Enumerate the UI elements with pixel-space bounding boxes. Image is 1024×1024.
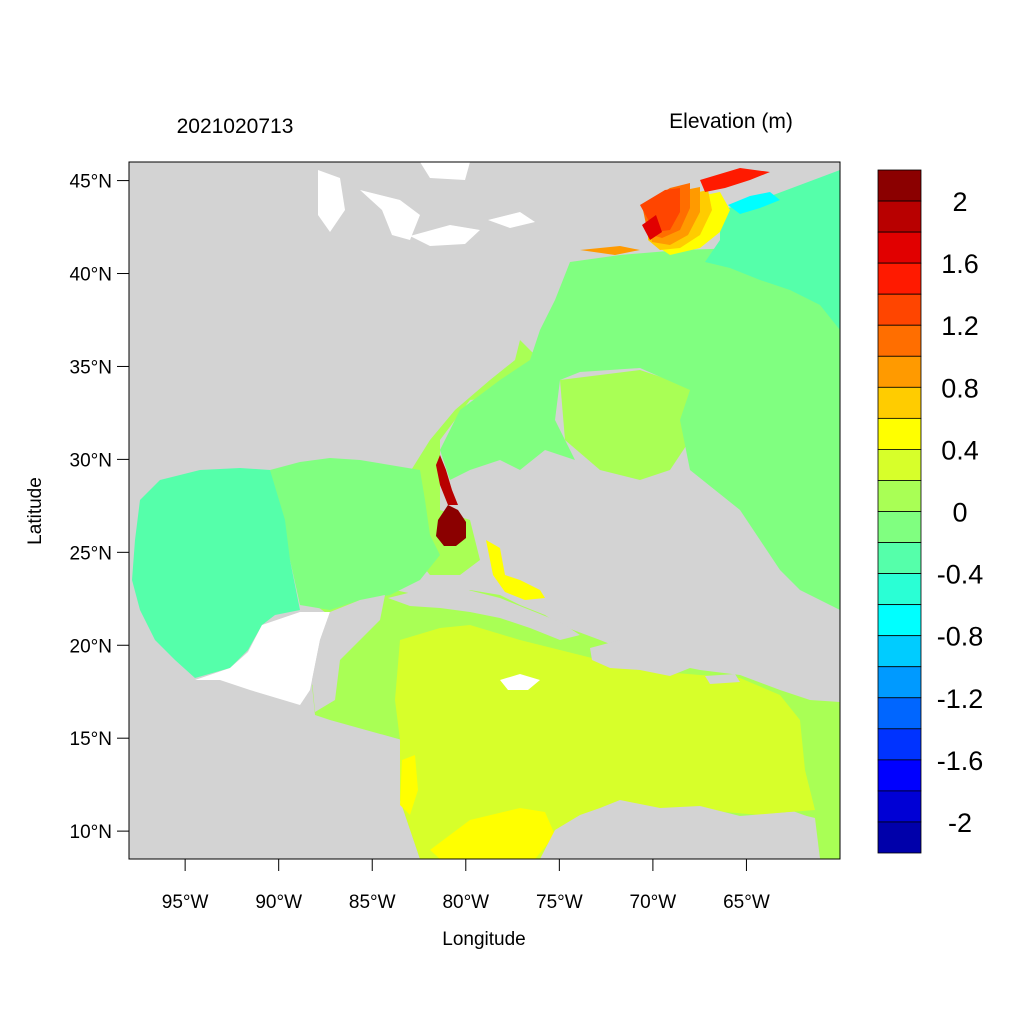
lon-tick-label: 65°W <box>723 892 770 913</box>
y-axis-label: Latitude <box>25 477 46 545</box>
x-axis-label: Longitude <box>442 929 525 950</box>
nova-scotia-cyan <box>728 192 780 214</box>
colorbar-swatch <box>877 355 922 388</box>
lat-tick-label: 10°N <box>70 822 112 843</box>
colorbar-label: 1.2 <box>941 311 979 341</box>
maine-coast-red <box>700 168 770 192</box>
colorbar-swatch <box>877 542 922 574</box>
colorbar-swatch <box>877 697 922 730</box>
colorbar-swatch <box>877 666 922 699</box>
lon-tick-label: 75°W <box>536 892 583 913</box>
surge-deepred <box>642 215 662 240</box>
nicaragua-yellow <box>400 755 418 815</box>
lon-ticks: 95°W 90°W 85°W 80°W 75°W 70°W 65°W <box>162 859 770 913</box>
florida-surge <box>436 505 466 546</box>
colorbar-swatch <box>877 324 922 357</box>
lis-coast-orange <box>580 246 640 255</box>
lat-tick-label: 35°N <box>70 357 112 378</box>
colorbar-label: 0 <box>952 498 967 528</box>
lat-tick-label: 20°N <box>70 636 112 657</box>
colorbar-swatch <box>877 821 922 854</box>
bahamas-yellow <box>486 540 545 600</box>
colorbar-swatch <box>877 449 922 481</box>
lat-tick-label: 45°N <box>70 172 112 193</box>
colorbar-label: 2 <box>952 187 967 217</box>
colorbar-swatch <box>877 511 922 543</box>
lat-ticks: 45°N 40°N 35°N 30°N 25°N 20°N 15°N 10°N <box>70 172 129 843</box>
colorbar-swatch <box>877 635 922 668</box>
pacific-gap <box>195 612 330 705</box>
lon-tick-label: 85°W <box>349 892 396 913</box>
colorbar-swatch <box>877 759 922 792</box>
colorbar-swatch <box>877 480 922 512</box>
atlantic-zero-band <box>440 248 840 610</box>
colorbar-label: -0.8 <box>937 622 984 652</box>
puerto-rico <box>705 674 740 684</box>
lat-tick-label: 15°N <box>70 729 112 750</box>
lat-tick-label: 40°N <box>70 265 112 286</box>
lon-tick-label: 70°W <box>630 892 677 913</box>
colorbar-label: -1.6 <box>937 746 984 776</box>
colorbar-swatch <box>877 386 922 419</box>
colorbar-label: 1.6 <box>941 249 979 279</box>
colorbar-swatch <box>877 200 922 233</box>
florida-coast-red <box>436 455 458 505</box>
panama-yellow <box>430 808 555 859</box>
lon-tick-label: 95°W <box>162 892 209 913</box>
colorbar-label: -0.4 <box>937 560 984 590</box>
colorbar-label: -1.2 <box>937 684 984 714</box>
south-america-coast <box>540 800 820 859</box>
colorbar-swatch <box>877 728 922 761</box>
colorbar-labels: 2 1.6 1.2 0.8 0.4 0 -0.4 -0.8 -1.2 -1.6 -2 <box>937 187 984 838</box>
colorbar-swatch <box>877 169 922 202</box>
yucatan <box>312 595 385 712</box>
colorbar-swatch <box>877 231 922 264</box>
colorbar-swatch <box>877 262 922 295</box>
sargasso-region <box>560 370 700 480</box>
gulf-west-band <box>132 468 300 678</box>
lat-tick-label: 30°N <box>70 450 112 471</box>
hispaniola <box>590 640 690 676</box>
colorbar-swatch <box>877 790 922 823</box>
colorbar-swatch <box>877 417 922 450</box>
cuba <box>388 588 580 640</box>
colorbar-label: 0.4 <box>941 435 979 465</box>
colorbar-swatch <box>877 604 922 637</box>
jamaica <box>500 674 540 690</box>
colorbar-label: 0.8 <box>941 373 979 403</box>
lon-tick-label: 80°W <box>442 892 489 913</box>
lon-tick-label: 90°W <box>255 892 302 913</box>
variable-title: Elevation (m) <box>669 110 793 133</box>
gulf-east-band <box>270 458 440 610</box>
map-frame <box>128 161 841 860</box>
colorbar-swatch <box>877 293 922 326</box>
map-panel: 95°W 90°W 85°W 80°W 75°W 70°W 65°W 45°N 40°N 35°… <box>70 161 841 913</box>
colorbar-label: -2 <box>948 808 972 838</box>
timestamp-title: 2021020713 <box>177 115 294 138</box>
colorbar <box>877 169 922 854</box>
lat-tick-label: 25°N <box>70 543 112 564</box>
colorbar-swatch <box>877 573 922 606</box>
